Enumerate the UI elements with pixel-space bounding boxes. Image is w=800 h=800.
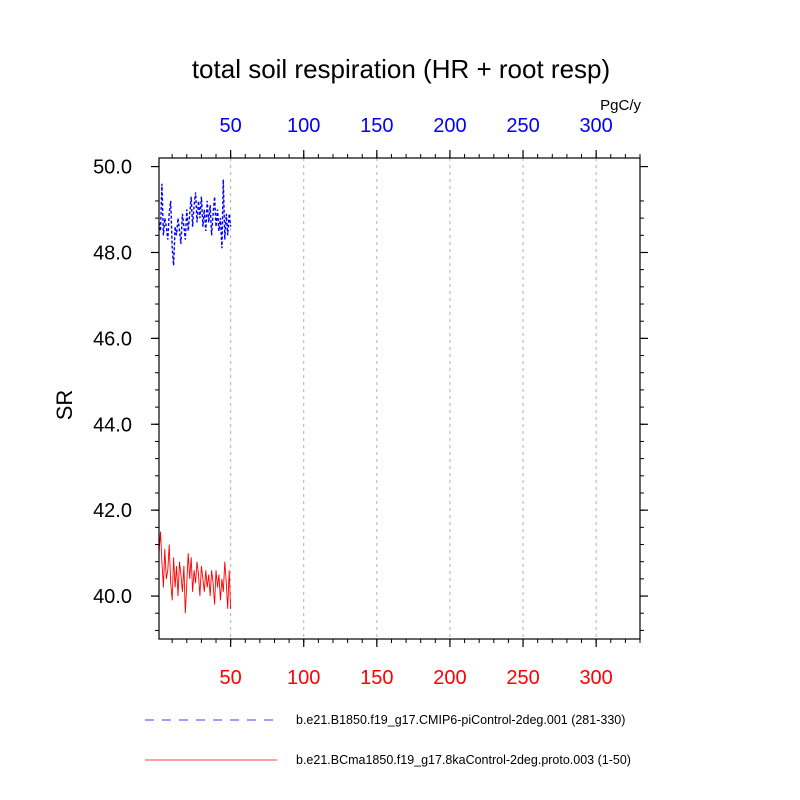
y-tick-label: 40.0 — [93, 586, 132, 608]
x-bottom-tick-label: 300 — [579, 667, 612, 689]
y-tick-labels: 40.0 42.0 44.0 46.0 48.0 50.0 — [93, 157, 132, 608]
legend-label-2: b.e21.BCma1850.f19_g17.8kaControl-2deg.p… — [296, 753, 631, 767]
major-ticks — [151, 150, 648, 647]
x-bottom-tick-labels: 50 100 150 200 250 300 — [220, 667, 613, 689]
series-line-1 — [158, 179, 232, 266]
series-line-2 — [158, 531, 232, 614]
plot-frame — [158, 157, 641, 640]
x-bottom-tick-label: 100 — [287, 667, 320, 689]
y-tick-label: 44.0 — [93, 414, 132, 436]
x-bottom-tick-label: 50 — [220, 667, 242, 689]
units-label: PgC/y — [600, 97, 641, 114]
x-top-tick-label: 50 — [220, 115, 242, 137]
y-tick-label: 48.0 — [93, 242, 132, 264]
x-top-tick-label: 150 — [360, 115, 393, 137]
x-top-tick-label: 100 — [287, 115, 320, 137]
x-top-tick-label: 200 — [433, 115, 466, 137]
y-tick-label: 46.0 — [93, 328, 132, 350]
x-bottom-tick-label: 200 — [433, 667, 466, 689]
grid-lines — [230, 158, 597, 639]
y-tick-label: 42.0 — [93, 500, 132, 522]
legend-label-1: b.e21.B1850.f19_g17.CMIP6-piControl-2deg… — [296, 713, 625, 727]
chart-title: total soil respiration (HR + root resp) — [192, 54, 610, 84]
legend: b.e21.B1850.f19_g17.CMIP6-piControl-2deg… — [145, 713, 631, 767]
x-top-tick-labels: 50 100 150 200 250 300 — [220, 115, 613, 137]
y-axis-label: SR — [52, 390, 77, 421]
series-lines — [158, 179, 232, 614]
y-tick-label: 50.0 — [93, 157, 132, 179]
x-top-tick-label: 300 — [579, 115, 612, 137]
x-bottom-tick-label: 250 — [506, 667, 539, 689]
x-bottom-tick-label: 150 — [360, 667, 393, 689]
x-top-tick-label: 250 — [506, 115, 539, 137]
